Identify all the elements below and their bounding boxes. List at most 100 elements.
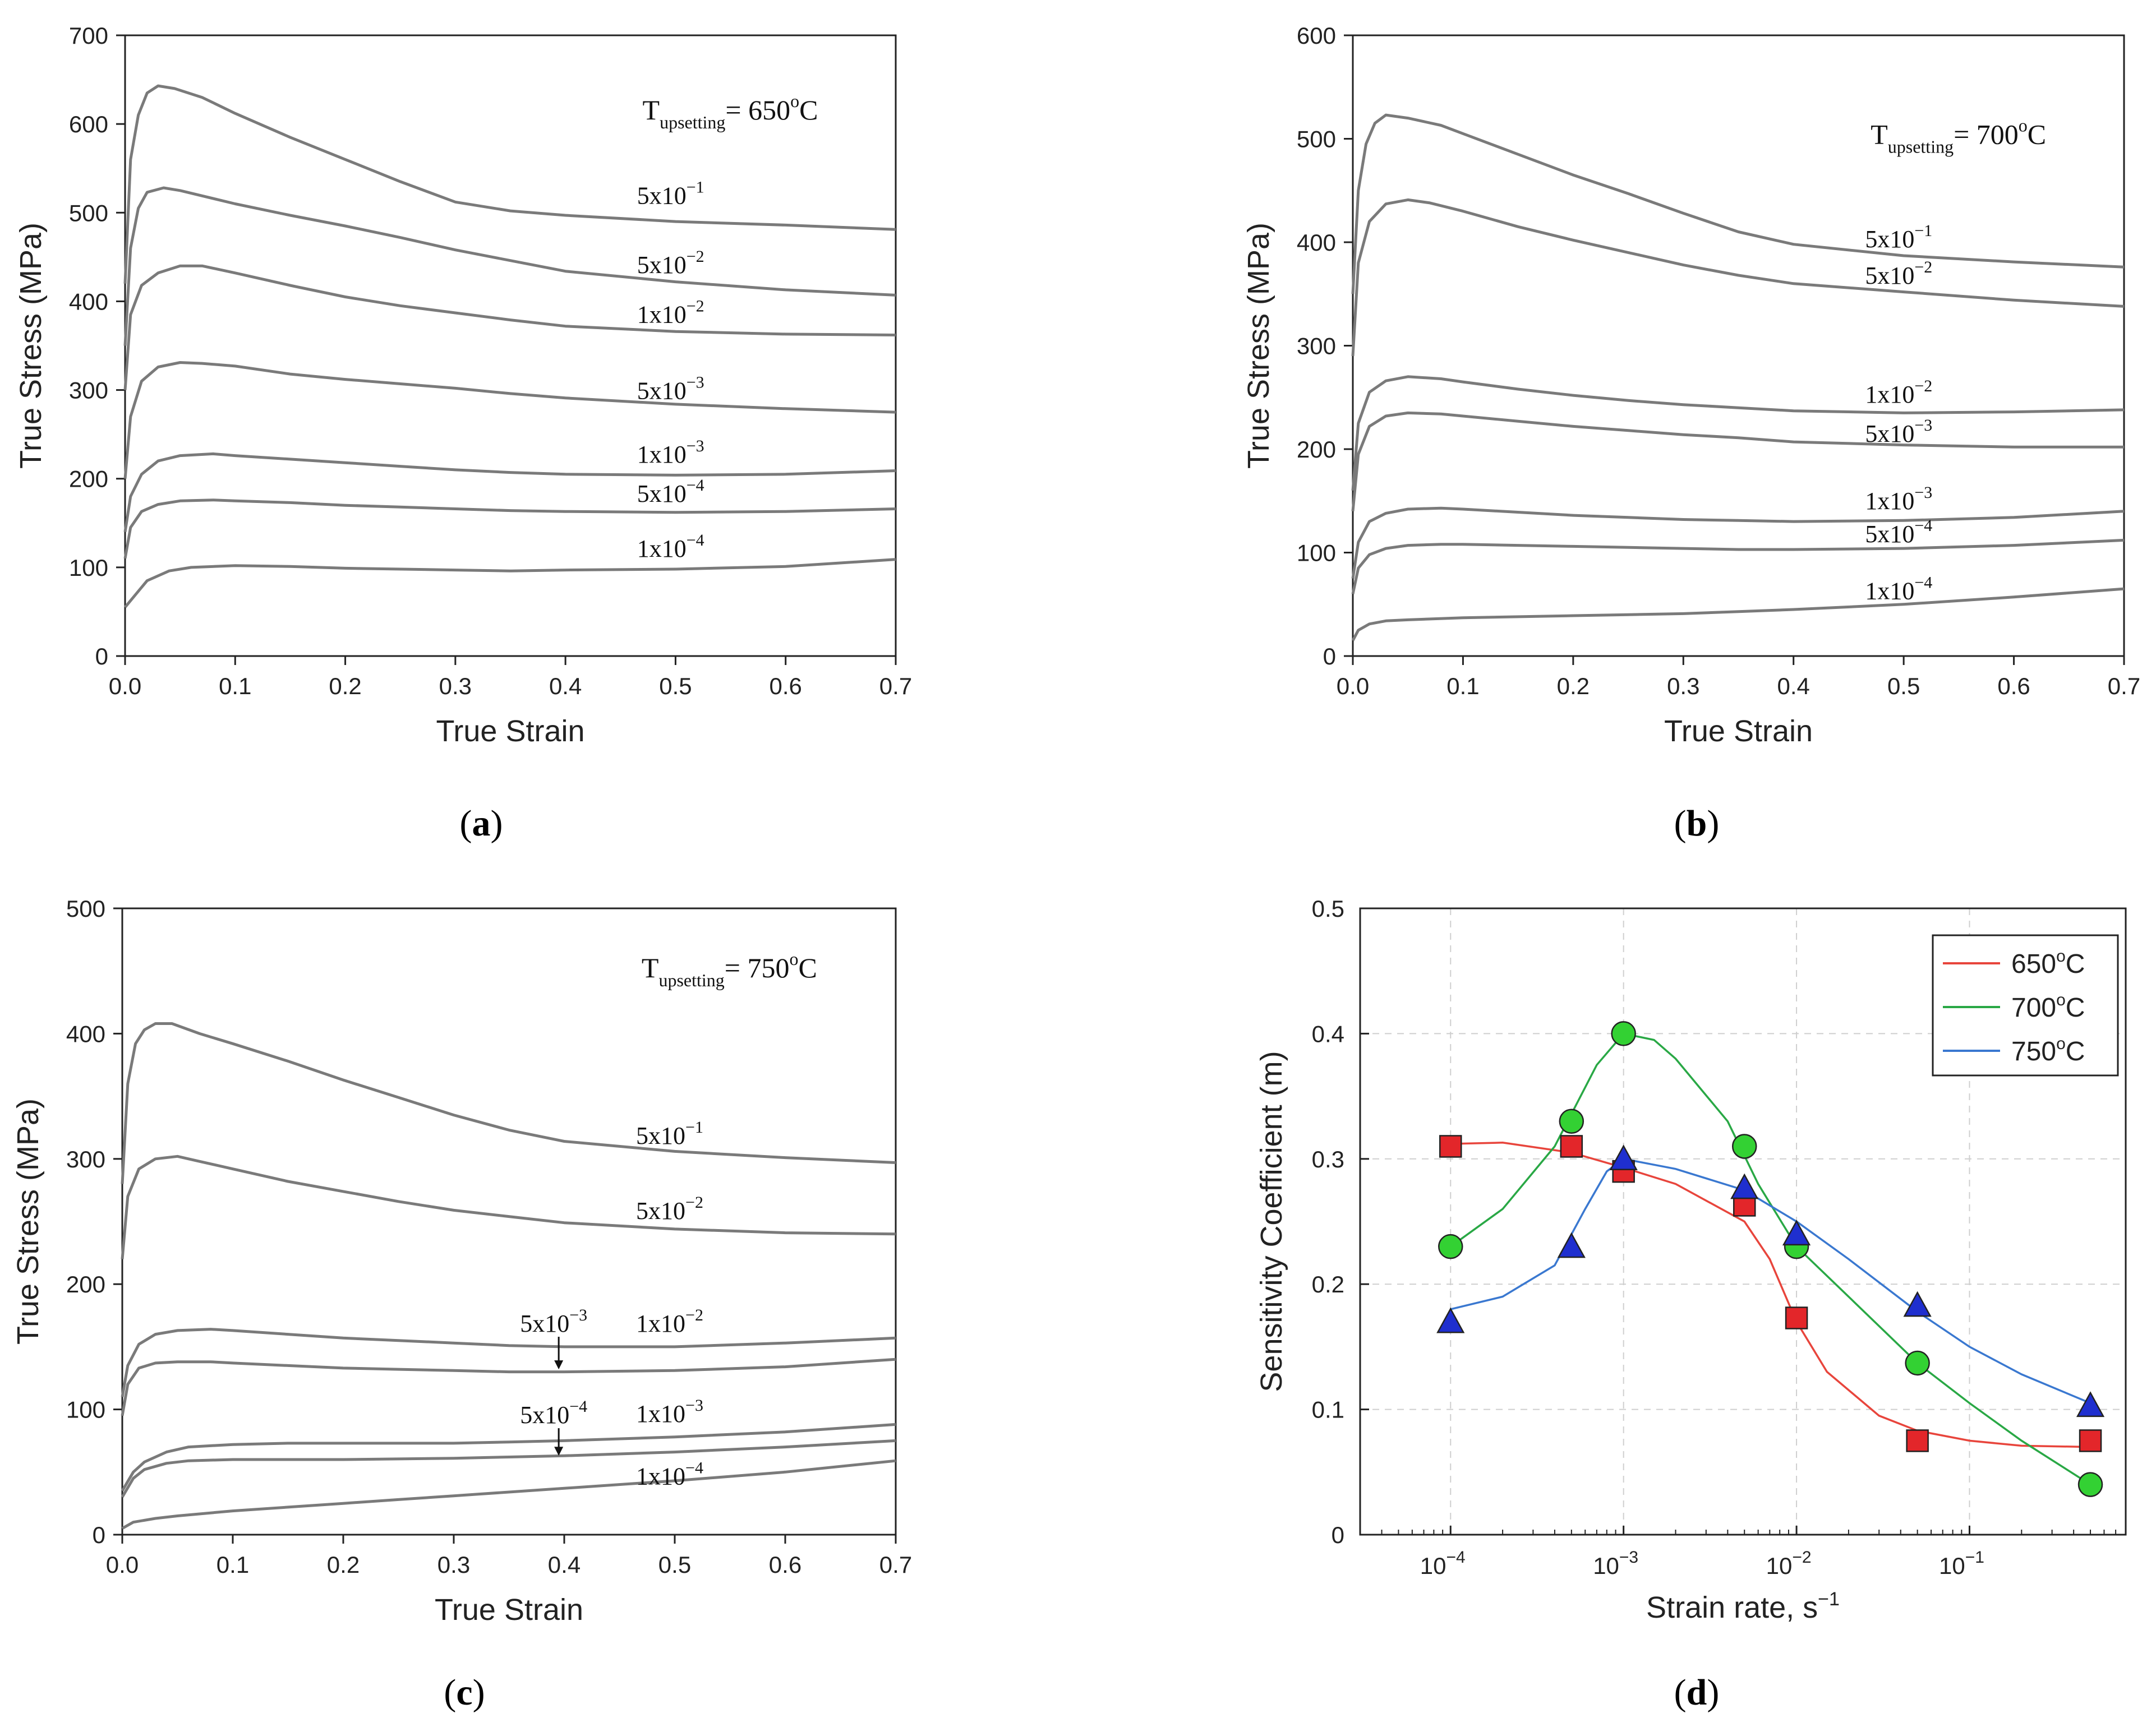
curve-label-exponent: −4 (687, 531, 704, 550)
temperature-label: Tupsetting= 650oC (643, 91, 818, 132)
stress-curve (123, 361, 896, 479)
curve-label-exponent: −2 (1914, 377, 1932, 395)
panel-b: 0.0 0.1 0.2 0.3 0.4 0.5 0.6 0.7 0 100 200 300 400 500… (1242, 22, 2140, 844)
curve-label-mantissa: 5x10 (637, 251, 687, 279)
data-point (1439, 1135, 1462, 1158)
y-tick-label: 0 (1323, 643, 1336, 669)
stress-curve (121, 1155, 896, 1259)
curve-label-mantissa: 5x10 (1865, 262, 1914, 289)
y-tick-label: 600 (69, 111, 108, 137)
panel-letter: d (1687, 1672, 1707, 1713)
panel-label: (d) (1674, 1672, 1720, 1713)
temp-unit: C (2028, 119, 2046, 150)
stress-curve (123, 452, 896, 532)
y-tick-label: 300 (69, 377, 108, 404)
data-point (1903, 1291, 1932, 1317)
x-tick-label: 0.0 (109, 673, 141, 699)
curve-label: 5x10−3 (637, 373, 704, 404)
stress-curve (124, 558, 896, 608)
curve-label-mantissa: 1x10 (1865, 487, 1914, 515)
x-tick-label: 0.5 (659, 673, 692, 699)
x-tick-label: 0.6 (770, 673, 802, 699)
data-point (1906, 1429, 1929, 1452)
curve-label-mantissa: 5x10 (636, 1197, 685, 1225)
y-tick-label: 600 (1297, 22, 1336, 49)
curve-label-exponent: −1 (687, 178, 704, 196)
y-tick-label: 500 (66, 895, 105, 922)
curve-label-exponent: −4 (1914, 516, 1932, 535)
stress-curve (123, 264, 896, 390)
curve-label-mantissa: 1x10 (1865, 578, 1914, 605)
curve-label: 5x10−1 (636, 1118, 703, 1149)
legend-unit: C (2066, 1037, 2085, 1066)
curve-label: 5x10−4 (1865, 516, 1932, 548)
stress-curve (1351, 375, 2125, 491)
legend-box (1932, 934, 2119, 1077)
curve-label-mantissa: 1x10 (636, 1310, 685, 1337)
x-tick-label: 0.2 (1557, 673, 1590, 699)
annotation-exponent: −3 (569, 1306, 587, 1324)
legend-label: 750oC (2011, 1035, 2085, 1066)
data-point (1559, 1109, 1584, 1134)
x-axis-title-superscript: −1 (1818, 1589, 1840, 1610)
x-tick-label: 0.2 (327, 1551, 360, 1578)
curve-label-mantissa: 1x10 (637, 301, 687, 328)
curve-label-exponent: −2 (685, 1306, 703, 1324)
x-tick-label: 10−1 (1939, 1548, 1984, 1579)
curve-label-mantissa: 5x10 (637, 480, 687, 507)
curve-label-mantissa: 5x10 (1865, 520, 1914, 548)
data-point (1782, 1220, 1811, 1246)
degree-symbol: o (2019, 116, 2028, 136)
x-tick-label: 0.1 (216, 1551, 249, 1578)
y-tick-label: 0.3 (1312, 1146, 1344, 1172)
x-tick-label: 0.7 (2108, 673, 2140, 699)
temperature-label: Tupsetting= 700oC (1871, 116, 2046, 157)
y-axis-title: True Stress (MPa) (11, 1098, 45, 1345)
annotation-mantissa: 5x10 (520, 1310, 569, 1337)
curve-label-mantissa: 1x10 (636, 1463, 685, 1490)
temp-unit: C (799, 94, 818, 126)
degree-symbol: o (2056, 991, 2066, 1009)
x-tick-label: 0.3 (1667, 673, 1699, 699)
temp-prefix: T (642, 952, 659, 983)
curve-label: 5x10−2 (1865, 258, 1932, 289)
data-point (1557, 1232, 1586, 1258)
panel-label: (a) (460, 803, 503, 844)
curve-label-mantissa: 1x10 (636, 1400, 685, 1428)
paren: ( (1674, 803, 1687, 844)
plot-frame (124, 34, 897, 657)
y-tick-label: 100 (69, 555, 108, 581)
curve-label-exponent: −4 (1914, 574, 1932, 592)
data-point (1785, 1306, 1808, 1329)
legend-temp: 650 (2011, 949, 2056, 979)
tick-base: 10 (1593, 1553, 1619, 1579)
data-point (1560, 1135, 1583, 1158)
temp-subscript: upsetting (1888, 137, 1954, 157)
x-tick-label: 10−2 (1766, 1548, 1812, 1579)
curve-label-exponent: −4 (687, 476, 704, 495)
legend-temp: 750 (2011, 1037, 2056, 1066)
temp-unit: C (798, 952, 817, 983)
plot-frame (121, 907, 897, 1536)
y-tick-label: 300 (66, 1146, 105, 1172)
curve-label-mantissa: 5x10 (1865, 420, 1914, 447)
data-point (1731, 1134, 1757, 1159)
temp-prefix: T (643, 94, 660, 126)
curve-label-mantissa: 5x10 (1865, 225, 1914, 253)
x-tick-label: 0.0 (106, 1551, 139, 1578)
degree-symbol: o (790, 91, 799, 111)
curve-label-mantissa: 5x10 (637, 182, 687, 209)
y-tick-label: 500 (1297, 126, 1336, 153)
legend-label: 700oC (2011, 991, 2085, 1023)
y-tick-label: 300 (1297, 333, 1336, 359)
stress-curve (1351, 587, 2125, 641)
annotation-label: 5x10−3 (520, 1306, 587, 1337)
x-tick-label: 0.7 (879, 673, 912, 699)
y-tick-label: 0.1 (1312, 1397, 1344, 1423)
curve-label-exponent: −2 (687, 297, 704, 315)
x-tick-label: 0.6 (769, 1551, 801, 1578)
panel-label: (b) (1674, 803, 1720, 844)
tick-exponent: −3 (1619, 1548, 1638, 1567)
degree-symbol: o (2056, 1035, 2066, 1053)
